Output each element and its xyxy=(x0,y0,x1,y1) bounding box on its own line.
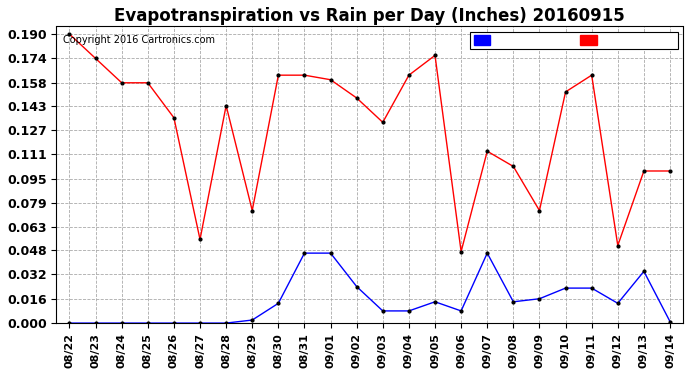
Title: Evapotranspiration vs Rain per Day (Inches) 20160915: Evapotranspiration vs Rain per Day (Inch… xyxy=(115,7,625,25)
Legend: Rain (Inches), ET  (Inches): Rain (Inches), ET (Inches) xyxy=(471,32,678,50)
Text: Copyright 2016 Cartronics.com: Copyright 2016 Cartronics.com xyxy=(63,35,215,45)
